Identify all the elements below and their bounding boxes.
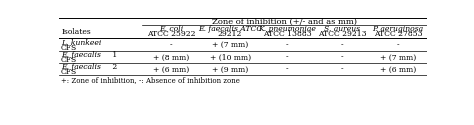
Text: -: -: [286, 53, 288, 61]
Text: ATCC 25922: ATCC 25922: [147, 30, 196, 38]
Text: E. faecalis ATCC: E. faecalis ATCC: [198, 25, 262, 33]
Text: K. pneumoniae: K. pneumoniae: [258, 25, 316, 33]
Text: S. aureus: S. aureus: [324, 25, 360, 33]
Text: Isolates: Isolates: [61, 28, 91, 36]
Text: + (7 mm): + (7 mm): [212, 41, 248, 49]
Text: E. faecalis: E. faecalis: [61, 63, 101, 71]
Text: Zone of inhibition (+/- and as mm): Zone of inhibition (+/- and as mm): [212, 18, 357, 26]
Text: ATCC 27853: ATCC 27853: [374, 30, 422, 38]
Text: -: -: [170, 41, 173, 49]
Text: + (6 mm): + (6 mm): [380, 65, 416, 73]
Text: + (10 mm): + (10 mm): [210, 53, 251, 61]
Text: E. coli: E. coli: [159, 25, 183, 33]
Text: -: -: [341, 65, 344, 73]
Text: P. aeruginosa: P. aeruginosa: [373, 25, 424, 33]
Text: L. kunkeei: L. kunkeei: [61, 39, 101, 47]
Text: CFS: CFS: [61, 68, 77, 76]
Text: -: -: [286, 65, 288, 73]
Text: -: -: [341, 41, 344, 49]
Text: 29212: 29212: [218, 30, 242, 38]
Text: 2: 2: [109, 63, 117, 71]
Text: + (8 mm): + (8 mm): [153, 53, 190, 61]
Text: E. faecalis: E. faecalis: [61, 51, 101, 59]
Text: ATCC 13883: ATCC 13883: [263, 30, 311, 38]
Text: + (6 mm): + (6 mm): [153, 65, 190, 73]
Text: -: -: [397, 41, 400, 49]
Text: + (7 mm): + (7 mm): [380, 53, 416, 61]
Text: CFS: CFS: [61, 56, 77, 64]
Text: +: Zone of inhibition, -: Absence of inhibition zone: +: Zone of inhibition, -: Absence of inh…: [61, 76, 240, 84]
Text: ATCC 29213: ATCC 29213: [318, 30, 366, 38]
Text: -: -: [341, 53, 344, 61]
Text: -: -: [286, 41, 288, 49]
Text: 1: 1: [109, 51, 117, 59]
Text: + (9 mm): + (9 mm): [212, 65, 248, 73]
Text: CFS: CFS: [61, 44, 77, 52]
